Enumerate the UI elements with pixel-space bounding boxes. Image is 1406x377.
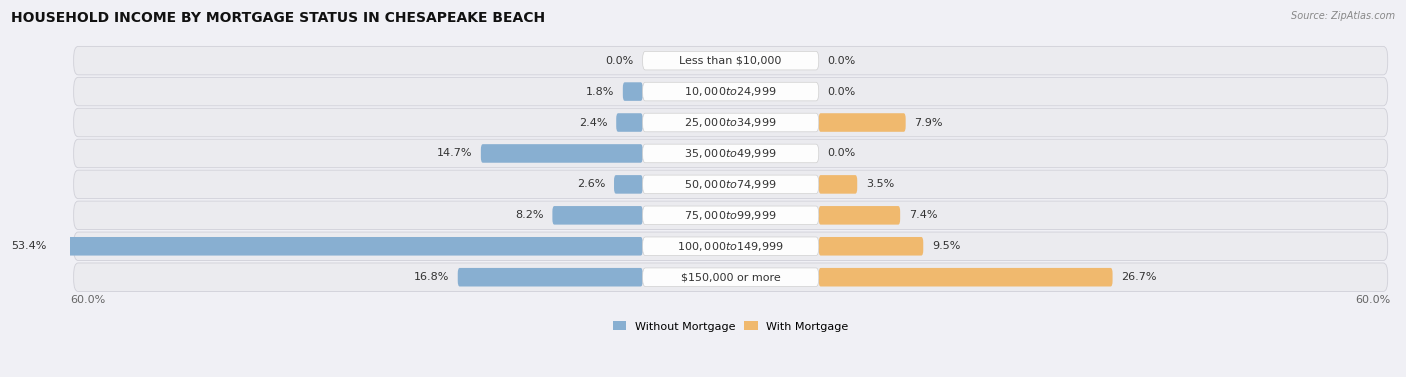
Text: $10,000 to $24,999: $10,000 to $24,999	[685, 85, 778, 98]
Text: 1.8%: 1.8%	[586, 87, 614, 97]
FancyBboxPatch shape	[55, 237, 643, 256]
Text: 3.5%: 3.5%	[866, 179, 894, 189]
FancyBboxPatch shape	[73, 46, 1388, 75]
Text: $150,000 or more: $150,000 or more	[681, 272, 780, 282]
Text: $50,000 to $74,999: $50,000 to $74,999	[685, 178, 778, 191]
FancyBboxPatch shape	[73, 263, 1388, 291]
Text: 0.0%: 0.0%	[828, 56, 856, 66]
Text: 9.5%: 9.5%	[932, 241, 960, 251]
Text: 7.9%: 7.9%	[914, 118, 943, 127]
Text: Less than $10,000: Less than $10,000	[679, 56, 782, 66]
Text: $35,000 to $49,999: $35,000 to $49,999	[685, 147, 778, 160]
FancyBboxPatch shape	[643, 51, 818, 70]
FancyBboxPatch shape	[643, 82, 818, 101]
FancyBboxPatch shape	[73, 232, 1388, 261]
FancyBboxPatch shape	[623, 82, 643, 101]
Text: 7.4%: 7.4%	[908, 210, 938, 220]
Text: 26.7%: 26.7%	[1122, 272, 1157, 282]
Text: Source: ZipAtlas.com: Source: ZipAtlas.com	[1291, 11, 1395, 21]
Text: 8.2%: 8.2%	[515, 210, 544, 220]
Text: $100,000 to $149,999: $100,000 to $149,999	[678, 240, 785, 253]
FancyBboxPatch shape	[614, 175, 643, 194]
FancyBboxPatch shape	[616, 113, 643, 132]
FancyBboxPatch shape	[458, 268, 643, 287]
FancyBboxPatch shape	[553, 206, 643, 225]
Text: 60.0%: 60.0%	[1355, 295, 1391, 305]
FancyBboxPatch shape	[643, 113, 818, 132]
Text: $25,000 to $34,999: $25,000 to $34,999	[685, 116, 778, 129]
FancyBboxPatch shape	[818, 206, 900, 225]
FancyBboxPatch shape	[73, 201, 1388, 230]
Text: HOUSEHOLD INCOME BY MORTGAGE STATUS IN CHESAPEAKE BEACH: HOUSEHOLD INCOME BY MORTGAGE STATUS IN C…	[11, 11, 546, 25]
FancyBboxPatch shape	[818, 175, 858, 194]
FancyBboxPatch shape	[643, 144, 818, 163]
FancyBboxPatch shape	[481, 144, 643, 163]
FancyBboxPatch shape	[818, 113, 905, 132]
FancyBboxPatch shape	[643, 206, 818, 225]
FancyBboxPatch shape	[73, 139, 1388, 168]
Text: 16.8%: 16.8%	[413, 272, 449, 282]
Text: 0.0%: 0.0%	[828, 87, 856, 97]
Legend: Without Mortgage, With Mortgage: Without Mortgage, With Mortgage	[613, 321, 849, 332]
Text: 2.4%: 2.4%	[579, 118, 607, 127]
Text: $75,000 to $99,999: $75,000 to $99,999	[685, 209, 778, 222]
FancyBboxPatch shape	[643, 175, 818, 194]
FancyBboxPatch shape	[73, 77, 1388, 106]
FancyBboxPatch shape	[643, 268, 818, 287]
Text: 60.0%: 60.0%	[70, 295, 105, 305]
FancyBboxPatch shape	[818, 237, 924, 256]
FancyBboxPatch shape	[643, 237, 818, 256]
FancyBboxPatch shape	[818, 268, 1112, 287]
Text: 53.4%: 53.4%	[11, 241, 46, 251]
FancyBboxPatch shape	[73, 170, 1388, 199]
Text: 0.0%: 0.0%	[828, 149, 856, 158]
FancyBboxPatch shape	[73, 108, 1388, 137]
Text: 0.0%: 0.0%	[606, 56, 634, 66]
Text: 2.6%: 2.6%	[576, 179, 605, 189]
Text: 14.7%: 14.7%	[436, 149, 472, 158]
